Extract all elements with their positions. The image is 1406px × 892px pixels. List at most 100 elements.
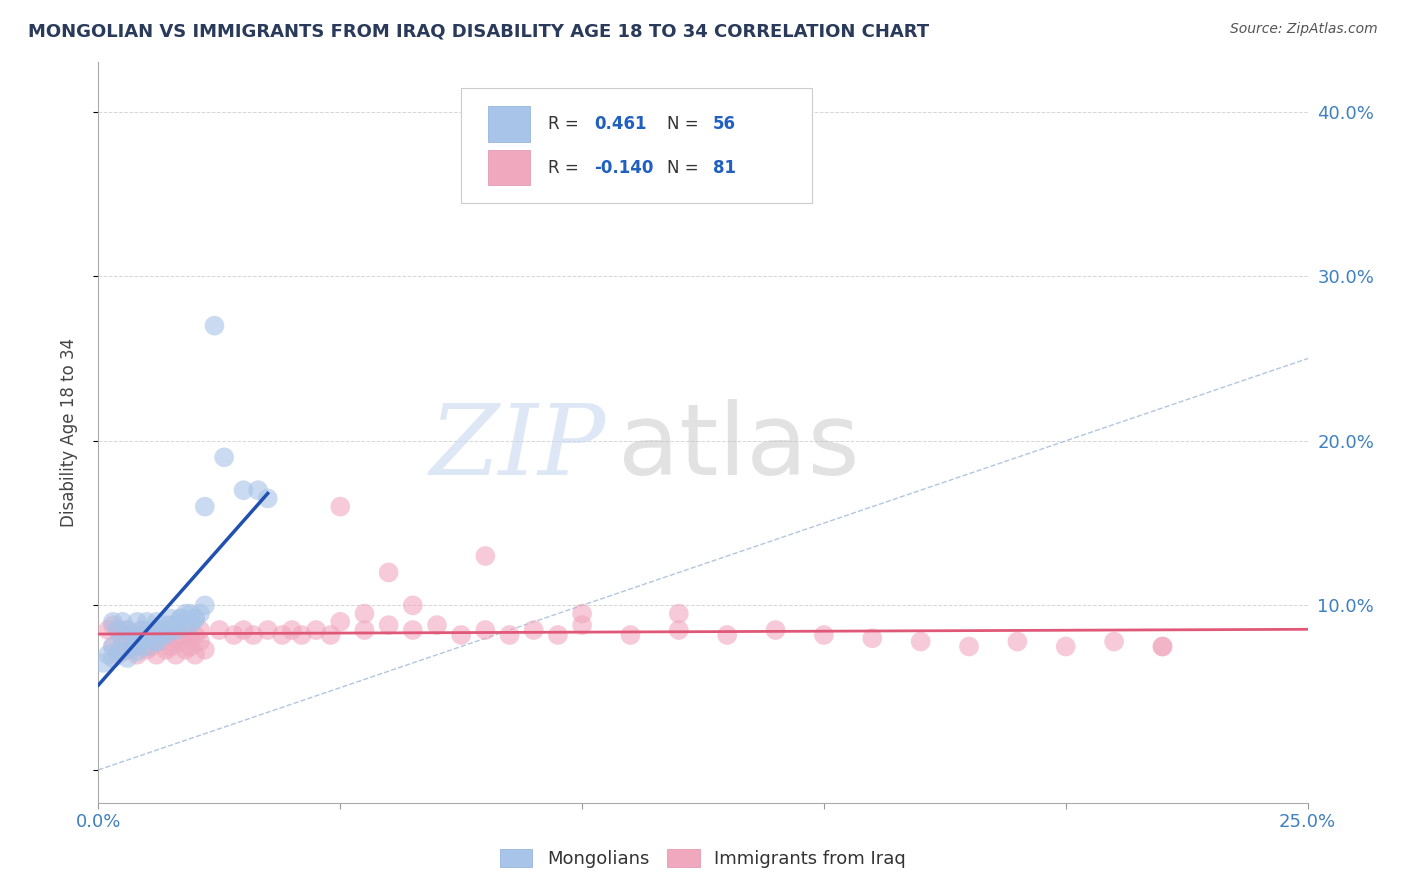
Point [155, 628, 177, 642]
Point [97, 648, 120, 662]
Point [765, 623, 787, 637]
Text: Source: ZipAtlas.com: Source: ZipAtlas.com [1230, 22, 1378, 37]
Point [145, 623, 167, 637]
Point [256, 491, 278, 506]
Point [474, 549, 496, 563]
Point [131, 623, 153, 637]
Point [179, 607, 201, 621]
Point [1152, 640, 1174, 654]
Point [135, 632, 157, 646]
Point [1152, 640, 1174, 654]
Point [135, 615, 157, 629]
Point [169, 611, 191, 625]
Text: N =: N = [666, 115, 699, 133]
Point [353, 607, 375, 621]
Point [117, 623, 139, 637]
Point [174, 607, 197, 621]
Point [145, 648, 167, 662]
Text: R =: R = [548, 159, 585, 177]
Point [160, 623, 183, 637]
Text: 0.461: 0.461 [595, 115, 647, 133]
Text: R =: R = [548, 115, 585, 133]
Point [117, 651, 139, 665]
Text: N =: N = [666, 159, 699, 177]
Point [957, 640, 980, 654]
Point [107, 648, 129, 662]
Point [107, 623, 129, 637]
Point [111, 634, 134, 648]
Point [169, 634, 191, 648]
Text: 81: 81 [713, 159, 735, 177]
Point [179, 632, 201, 646]
Point [305, 623, 328, 637]
Point [107, 623, 129, 637]
Point [716, 628, 738, 642]
Text: atlas: atlas [619, 399, 860, 496]
Point [813, 628, 835, 642]
Point [127, 615, 149, 629]
Point [194, 642, 217, 657]
Point [329, 615, 352, 629]
Point [111, 615, 134, 629]
Point [160, 618, 183, 632]
Point [169, 611, 191, 625]
Point [131, 634, 153, 648]
Point [141, 628, 163, 642]
Point [184, 611, 207, 625]
Point [256, 623, 278, 637]
Point [160, 640, 183, 654]
Text: 56: 56 [713, 115, 735, 133]
Point [155, 642, 177, 657]
Point [426, 618, 449, 632]
Point [160, 611, 183, 625]
Point [194, 500, 217, 514]
Point [232, 483, 254, 498]
Point [107, 644, 129, 658]
Point [117, 642, 139, 657]
Point [155, 623, 177, 637]
Point [271, 628, 294, 642]
Point [212, 450, 235, 465]
Point [135, 640, 157, 654]
Text: MONGOLIAN VS IMMIGRANTS FROM IRAQ DISABILITY AGE 18 TO 34 CORRELATION CHART: MONGOLIAN VS IMMIGRANTS FROM IRAQ DISABI… [28, 22, 929, 40]
Point [353, 623, 375, 637]
Point [101, 640, 124, 654]
Point [208, 623, 231, 637]
Point [145, 634, 167, 648]
Point [222, 628, 245, 642]
Point [127, 628, 149, 642]
Point [165, 618, 187, 632]
Point [121, 640, 143, 654]
Point [97, 623, 120, 637]
Point [377, 566, 399, 580]
Point [150, 623, 173, 637]
Point [1102, 634, 1125, 648]
Point [179, 618, 201, 632]
Point [121, 640, 143, 654]
Bar [488, 150, 530, 186]
Point [155, 628, 177, 642]
Point [571, 618, 593, 632]
Point [188, 607, 211, 621]
Point [450, 628, 472, 642]
Point [91, 656, 114, 670]
Legend: Mongolians, Immigrants from Iraq: Mongolians, Immigrants from Iraq [492, 841, 914, 875]
Point [131, 634, 153, 648]
Point [101, 615, 124, 629]
Point [101, 640, 124, 654]
Point [131, 623, 153, 637]
Point [127, 644, 149, 658]
Point [319, 628, 342, 642]
Point [1007, 634, 1029, 648]
Point [145, 634, 167, 648]
Point [101, 651, 124, 665]
Point [101, 618, 124, 632]
Point [165, 623, 187, 637]
Point [111, 632, 134, 646]
Point [668, 623, 690, 637]
Point [127, 640, 149, 654]
Point [135, 632, 157, 646]
Y-axis label: Disability Age 18 to 34: Disability Age 18 to 34 [59, 338, 77, 527]
Point [145, 615, 167, 629]
Text: ZIP: ZIP [430, 400, 606, 495]
